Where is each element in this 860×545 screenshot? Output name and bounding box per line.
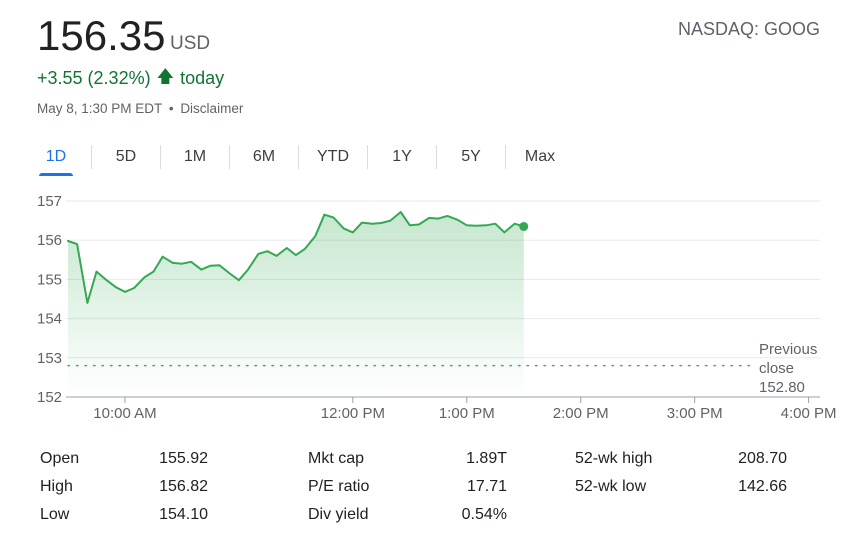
tab-5y[interactable]: 5Y [461, 148, 481, 165]
price-line [67, 211, 525, 304]
x-tick-label: 2:00 PM [553, 405, 609, 422]
x-tick-label: 1:00 PM [439, 405, 495, 422]
y-tick-label: 156 [37, 232, 62, 249]
price-area-fill [68, 212, 524, 397]
price-change-suffix: today [180, 68, 225, 88]
current-price-point [519, 221, 529, 231]
meta-separator: • [168, 101, 174, 116]
stat-label: High [40, 478, 73, 495]
x-tick-label: 3:00 PM [667, 405, 723, 422]
tab-1y[interactable]: 1Y [392, 148, 412, 165]
y-tick-label: 154 [37, 311, 62, 328]
y-tick-label: 152 [37, 389, 62, 406]
tab-1m[interactable]: 1M [183, 148, 207, 165]
stat-label: Div yield [308, 506, 369, 523]
tab-divider [367, 145, 368, 169]
stat-value: 155.92 [159, 450, 208, 467]
quote-timestamp: May 8, 1:30 PM EDT [37, 101, 163, 116]
stat-label: 52-wk high [575, 450, 653, 467]
disclaimer-link[interactable]: Disclaimer [180, 101, 244, 116]
tab-1d[interactable]: 1D [37, 142, 75, 176]
y-tick-label: 157 [37, 193, 62, 210]
tab-5d[interactable]: 5D [115, 148, 137, 165]
stat-label: Mkt cap [308, 450, 365, 467]
x-tick-label: 4:00 PM [781, 405, 837, 422]
stat-value: 17.71 [466, 478, 507, 495]
tab-ytd[interactable]: YTD [317, 148, 349, 165]
previous-close-label: 152.80 [759, 379, 805, 396]
stat-value: 1.89T [466, 450, 507, 467]
arrow-up-icon: 🡅 [156, 67, 175, 86]
stat-value: 0.54% [461, 506, 507, 523]
x-tick-label: 12:00 PM [321, 405, 385, 422]
currency-label: USD [170, 33, 211, 54]
stat-label: Low [40, 506, 70, 523]
stat-label: 52-wk low [575, 478, 647, 495]
stat-value: 142.66 [738, 478, 787, 495]
chart-area [68, 212, 524, 397]
y-tick-label: 155 [37, 271, 62, 288]
quote-meta: May 8, 1:30 PM EDT • Disclaimer [37, 101, 243, 116]
x-tick-label: 10:00 AM [93, 405, 156, 422]
tab-divider [505, 145, 506, 169]
tab-divider [436, 145, 437, 169]
previous-close-label: Previous [759, 341, 817, 358]
stat-label: P/E ratio [308, 478, 370, 495]
stat-value: 208.70 [738, 450, 787, 467]
tab-divider [229, 145, 230, 169]
chart-labels: 157 156 155 154 153 152 10:00 AM 12:00 PM 1:00 P… [37, 193, 837, 422]
price-change: +3.55 (2.32%) 🡅 today [37, 64, 224, 93]
tab-max[interactable]: Max [524, 148, 556, 165]
price-chart[interactable]: 157 156 155 154 153 152 10:00 AM 12:00 PM 1:00 P… [0, 185, 860, 435]
tab-divider [298, 145, 299, 169]
chart-line [67, 211, 529, 304]
y-tick-label: 153 [37, 350, 62, 367]
tab-divider [91, 145, 92, 169]
stat-value: 154.10 [159, 506, 208, 523]
current-price: 156.35 [37, 12, 166, 59]
previous-close-label: close [759, 360, 794, 377]
stat-value: 156.82 [159, 478, 208, 495]
stat-label: Open [40, 450, 80, 467]
exchange-ticker: NASDAQ: GOOG [677, 19, 820, 39]
tab-divider [160, 145, 161, 169]
range-tabs: 1D 5D 1M 6M YTD 1Y 5Y Max [37, 140, 574, 176]
tab-6m[interactable]: 6M [252, 148, 276, 165]
price-change-value: +3.55 (2.32%) [37, 68, 151, 88]
